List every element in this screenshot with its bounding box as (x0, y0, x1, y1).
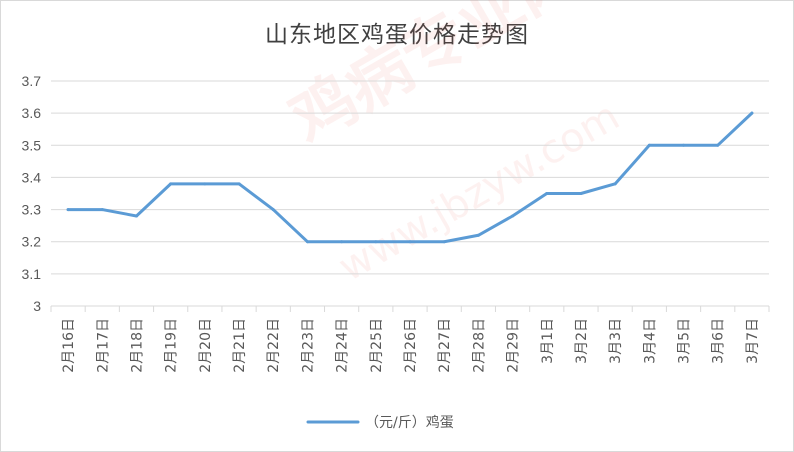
x-tick-label: 2月24日 (335, 318, 351, 373)
x-tick-label: 2月25日 (369, 318, 385, 373)
data-point (169, 182, 173, 186)
y-tick-label: 3.6 (22, 105, 42, 121)
y-tick-label: 3.5 (22, 137, 42, 153)
data-point (203, 182, 207, 186)
x-tick-label: 2月18日 (129, 318, 145, 373)
x-tick-label: 2月17日 (95, 318, 111, 373)
x-tick-label: 2月29日 (506, 318, 522, 373)
y-tick-label: 3.1 (22, 266, 42, 282)
data-point (408, 240, 412, 244)
x-tick-label: 2月20日 (198, 318, 214, 373)
x-tick-label: 3月5日 (677, 318, 693, 364)
data-point (579, 192, 583, 195)
x-tick-label: 3月7日 (745, 318, 761, 364)
x-tick-label: 3月4日 (642, 318, 658, 364)
x-tick-label: 3月1日 (540, 318, 556, 364)
data-point (237, 182, 241, 186)
x-tick-label: 2月27日 (437, 318, 453, 373)
data-point (476, 233, 480, 237)
x-tick-label: 2月22日 (266, 318, 282, 373)
chart-title: 山东地区鸡蛋价格走势图 (265, 22, 529, 48)
x-tick-label: 3月3日 (608, 318, 624, 364)
data-point (374, 240, 378, 244)
data-point (66, 208, 70, 212)
x-tick-label: 3月2日 (574, 318, 590, 364)
data-point (134, 214, 138, 218)
data-point (271, 208, 275, 212)
x-tick-label: 2月19日 (164, 318, 180, 373)
data-point (511, 214, 515, 218)
data-point (305, 240, 309, 244)
x-tick-label: 2月21日 (232, 318, 248, 373)
x-tick-label: 2月16日 (61, 318, 77, 373)
data-point (442, 240, 446, 244)
data-point (682, 143, 686, 147)
y-tick-label: 3.7 (22, 73, 42, 89)
data-point (100, 208, 104, 212)
y-tick-label: 3 (33, 298, 41, 314)
x-tick-label: 2月28日 (471, 318, 487, 373)
y-tick-label: 3.4 (22, 169, 42, 185)
x-tick-label: 3月6日 (711, 318, 727, 364)
data-point (340, 240, 344, 244)
y-tick-label: 3.2 (22, 234, 42, 250)
data-point (647, 143, 651, 147)
x-tick-label: 2月26日 (403, 318, 419, 373)
y-tick-label: 3.3 (22, 202, 42, 218)
legend-label: （元/斤）鸡蛋 (365, 414, 454, 431)
data-point (613, 182, 617, 186)
data-point (750, 111, 754, 115)
x-tick-label: 2月23日 (300, 318, 316, 373)
data-point (716, 143, 720, 147)
data-point (545, 192, 549, 195)
